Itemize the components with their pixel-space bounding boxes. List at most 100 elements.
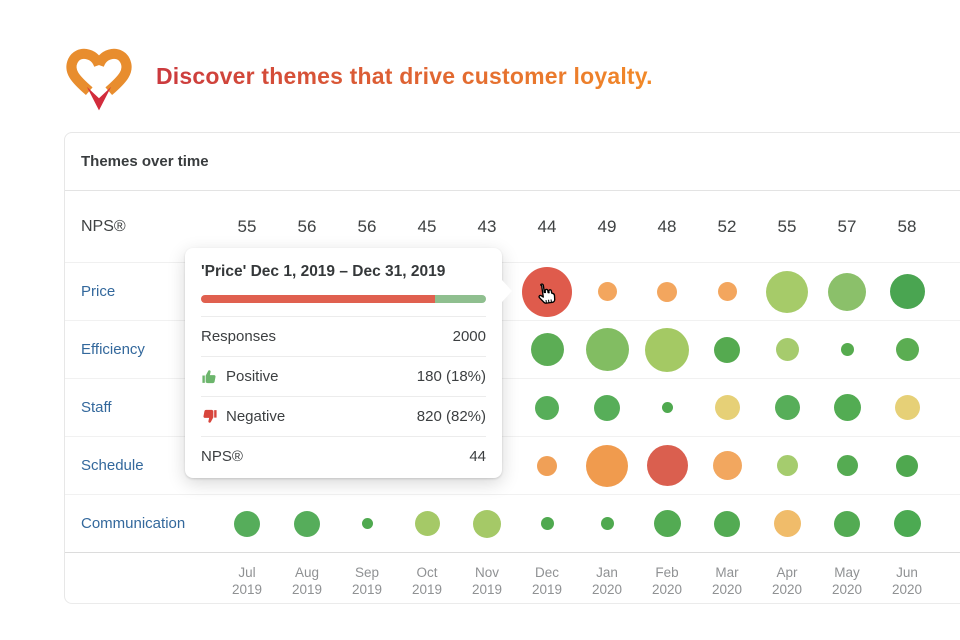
theme-row-price: Price <box>65 263 960 321</box>
card-header: Themes over time <box>65 133 960 191</box>
month-label: Mar 2020 <box>711 565 743 597</box>
bubble-cell <box>217 510 277 537</box>
bubble-staff-apr2020[interactable] <box>774 395 800 420</box>
bubble-cell <box>577 328 637 371</box>
tooltip-row-label: Negative <box>226 408 286 425</box>
tooltip-row-label: Responses <box>201 328 277 345</box>
theme-link-efficiency[interactable]: Efficiency <box>81 340 145 358</box>
month-label: Sep 2019 <box>351 565 383 597</box>
bubble-efficiency-feb2020[interactable] <box>645 327 689 372</box>
bubble-cell <box>697 282 757 301</box>
month-label: Apr 2020 <box>771 565 803 597</box>
bubble-cell <box>817 510 877 537</box>
bubble-schedule-jan2020[interactable] <box>586 444 628 487</box>
nps-value: 56 <box>357 216 377 236</box>
bubble-cell <box>697 395 757 420</box>
tooltip: 'Price' Dec 1, 2019 – Dec 31, 2019 Respo… <box>185 248 512 478</box>
nps-row-label: NPS® <box>81 217 126 235</box>
bubble-communication-jan2020[interactable] <box>600 517 614 530</box>
bubble-cell <box>877 454 937 477</box>
bubble-cell <box>517 455 577 476</box>
theme-row-schedule: Schedule <box>65 437 960 495</box>
tooltip-row-negative: Negative 820 (82%) <box>201 396 486 436</box>
bubble-staff-mar2020[interactable] <box>714 395 740 420</box>
month-label: May 2020 <box>831 565 863 597</box>
bubble-price-feb2020[interactable] <box>657 281 677 302</box>
hand-cursor-icon <box>538 283 556 304</box>
bubble-communication-may2020[interactable] <box>834 510 860 537</box>
bubble-communication-aug2019[interactable] <box>294 510 320 537</box>
bubble-cell <box>637 281 697 302</box>
bubble-cell <box>577 282 637 301</box>
month-label: Dec 2019 <box>531 565 563 597</box>
card-title: Themes over time <box>81 153 209 170</box>
bubble-cell <box>517 333 577 366</box>
bubble-efficiency-dec2019[interactable] <box>530 333 564 366</box>
bubble-efficiency-mar2020[interactable] <box>714 336 740 363</box>
bubble-communication-dec2019[interactable] <box>540 517 554 530</box>
bubble-cell <box>817 455 877 476</box>
bubble-communication-jun2020[interactable] <box>893 510 921 537</box>
bubble-communication-nov2019[interactable] <box>473 509 501 538</box>
bubble-price-mar2020[interactable] <box>717 282 737 301</box>
bubble-efficiency-apr2020[interactable] <box>775 338 799 361</box>
tooltip-row-value: 820 (82%) <box>416 408 486 425</box>
bubble-cell <box>697 336 757 363</box>
bubble-schedule-feb2020[interactable] <box>646 445 688 486</box>
bubble-cell <box>757 395 817 420</box>
month-label: Nov 2019 <box>471 565 503 597</box>
x-axis-months: Jul 2019 Aug 2019 Sep 2019 Oct 2019 Nov 2019 Dec 20… <box>65 564 960 598</box>
bubble-staff-feb2020[interactable] <box>661 402 673 413</box>
bubble-communication-jul2019[interactable] <box>234 510 260 537</box>
tooltip-row-responses: Responses 2000 <box>201 316 486 356</box>
bubble-schedule-mar2020[interactable] <box>712 451 742 480</box>
bubble-cell <box>577 394 637 421</box>
bubble-staff-jun2020[interactable] <box>894 395 920 420</box>
nps-value: 57 <box>837 216 857 236</box>
bubble-cell <box>817 343 877 356</box>
bubble-price-jan2020[interactable] <box>597 282 617 301</box>
bubble-price-jun2020[interactable] <box>889 274 925 309</box>
bubble-communication-oct2019[interactable] <box>414 511 440 536</box>
nps-value: 58 <box>897 216 917 236</box>
theme-link-staff[interactable]: Staff <box>81 398 112 416</box>
bubble-staff-dec2019[interactable] <box>535 395 559 420</box>
theme-row-staff: Staff <box>65 379 960 437</box>
bubble-communication-apr2020[interactable] <box>773 510 801 537</box>
bubble-communication-mar2020[interactable] <box>714 510 740 537</box>
bubble-price-apr2020[interactable] <box>766 270 808 313</box>
bubble-schedule-dec2019[interactable] <box>537 455 557 476</box>
bubble-staff-jan2020[interactable] <box>594 394 620 421</box>
bubble-cell <box>637 327 697 372</box>
bubble-cell <box>877 274 937 309</box>
bubble-efficiency-jan2020[interactable] <box>585 328 629 371</box>
bubble-cell <box>637 510 697 537</box>
tooltip-title: 'Price' Dec 1, 2019 – Dec 31, 2019 <box>201 263 446 280</box>
theme-link-schedule[interactable]: Schedule <box>81 456 144 474</box>
bubble-schedule-apr2020[interactable] <box>776 455 798 476</box>
theme-link-price[interactable]: Price <box>81 282 116 300</box>
bubble-cell <box>877 338 937 361</box>
bubble-cell <box>877 510 937 537</box>
bubble-schedule-may2020[interactable] <box>836 455 858 476</box>
sentiment-bar-positive <box>434 295 486 303</box>
month-label: Aug 2019 <box>291 565 323 597</box>
bubble-schedule-jun2020[interactable] <box>896 454 918 477</box>
nps-value: 44 <box>537 216 557 236</box>
nps-value: 55 <box>777 216 797 236</box>
theme-link-communication[interactable]: Communication <box>81 514 186 532</box>
bubble-cell <box>457 509 517 538</box>
tooltip-row-value: 44 <box>469 448 486 465</box>
bottom-fade <box>0 598 960 640</box>
bubble-staff-may2020[interactable] <box>833 394 861 421</box>
bubble-communication-sep2019[interactable] <box>361 518 373 529</box>
nps-value: 43 <box>477 216 497 236</box>
bubble-efficiency-may2020[interactable] <box>840 343 854 356</box>
thumbs-down-icon <box>201 408 218 425</box>
bubble-communication-feb2020[interactable] <box>653 510 681 537</box>
bubble-cell <box>817 272 877 311</box>
bubble-price-may2020[interactable] <box>828 272 866 311</box>
bubble-efficiency-jun2020[interactable] <box>895 338 919 361</box>
bubble-cell <box>517 395 577 420</box>
